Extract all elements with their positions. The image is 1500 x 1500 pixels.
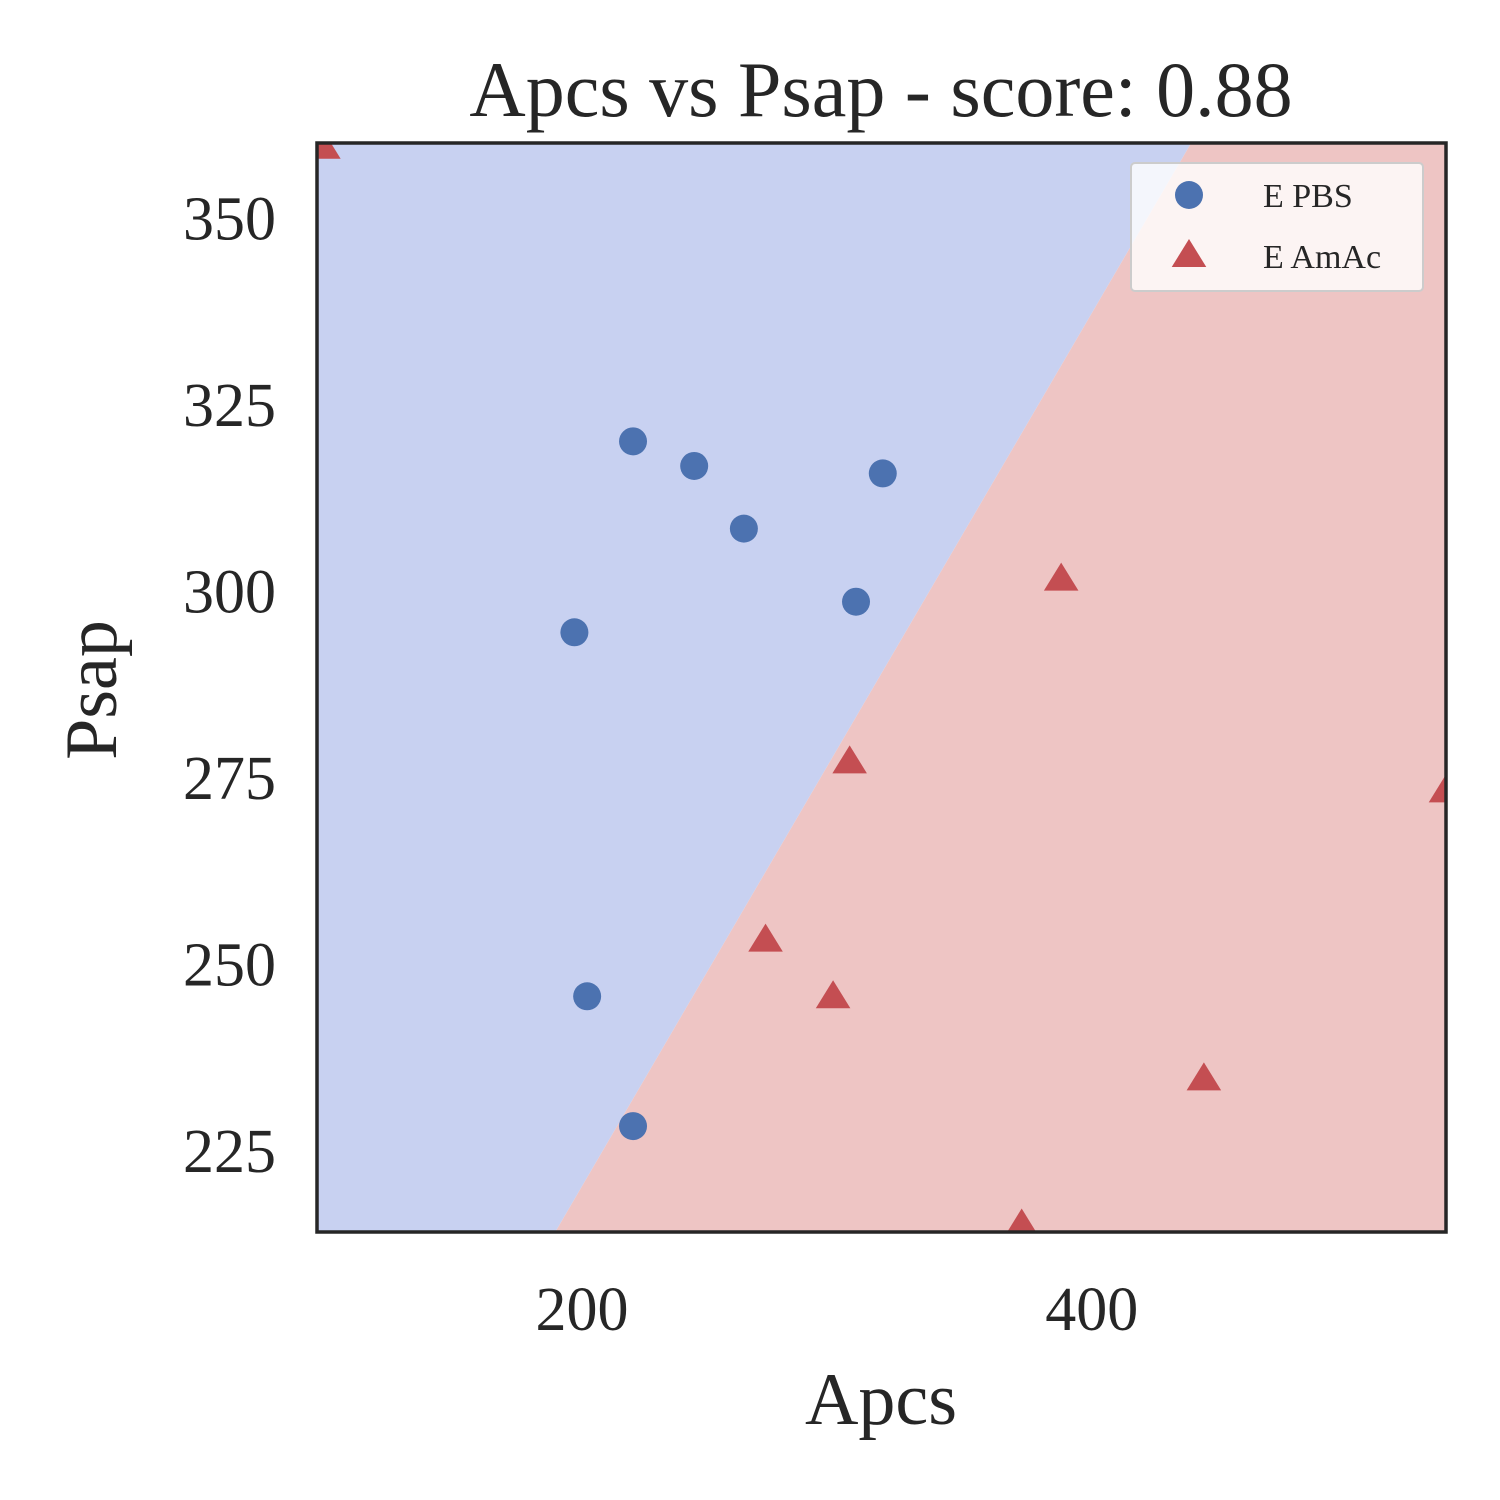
region-e-pbs bbox=[317, 143, 1192, 1232]
y-tick-label: 250 bbox=[183, 931, 276, 999]
y-tick-label: 275 bbox=[183, 745, 276, 813]
legend-marker-triangle bbox=[1171, 239, 1207, 267]
data-point-e-pbs bbox=[842, 587, 871, 616]
data-point-e-amac bbox=[748, 923, 783, 952]
plot-frame bbox=[315, 141, 1448, 1234]
data-point-e-pbs bbox=[619, 427, 648, 456]
data-point-e-pbs bbox=[680, 451, 709, 480]
data-point-e-amac bbox=[815, 980, 851, 1009]
y-tick-label: 350 bbox=[183, 186, 276, 254]
data-point-e-amac bbox=[1043, 562, 1079, 591]
x-axis-label: Apcs bbox=[805, 1359, 957, 1441]
legend-frame bbox=[1130, 162, 1424, 292]
y-axis-label: Psap bbox=[51, 620, 133, 760]
x-axis-ticks: 200 400 bbox=[536, 1276, 1139, 1344]
y-axis-ticks: 225 250 275 300 325 350 bbox=[183, 186, 276, 1186]
data-point-e-pbs bbox=[560, 618, 589, 647]
data-point-e-pbs bbox=[729, 514, 758, 543]
legend-label-e-pbs: E PBS bbox=[1263, 178, 1353, 215]
decision-regions bbox=[317, 143, 1446, 1232]
data-point-e-amac bbox=[317, 143, 341, 159]
data-point-e-amac bbox=[832, 745, 867, 774]
data-point-e-pbs bbox=[868, 459, 897, 488]
data-points bbox=[317, 143, 1446, 1232]
x-tick-label: 400 bbox=[1045, 1276, 1138, 1344]
y-tick-label: 300 bbox=[183, 559, 276, 627]
data-point-e-pbs bbox=[573, 982, 602, 1011]
legend: E PBS E AmAc bbox=[1130, 162, 1424, 292]
y-tick-label: 225 bbox=[183, 1118, 276, 1186]
chart-title: Apcs vs Psap - score: 0.88 bbox=[469, 46, 1292, 133]
data-point-e-amac bbox=[1186, 1062, 1222, 1091]
legend-label-e-amac: E AmAc bbox=[1263, 239, 1381, 276]
y-tick-label: 325 bbox=[183, 372, 276, 440]
data-point-e-pbs bbox=[619, 1112, 648, 1141]
x-tick-label: 200 bbox=[536, 1276, 629, 1344]
data-point-e-amac bbox=[1428, 774, 1446, 803]
region-e-amac bbox=[555, 143, 1446, 1232]
data-point-e-amac bbox=[1007, 1208, 1037, 1232]
legend-marker-circle bbox=[1175, 181, 1203, 209]
